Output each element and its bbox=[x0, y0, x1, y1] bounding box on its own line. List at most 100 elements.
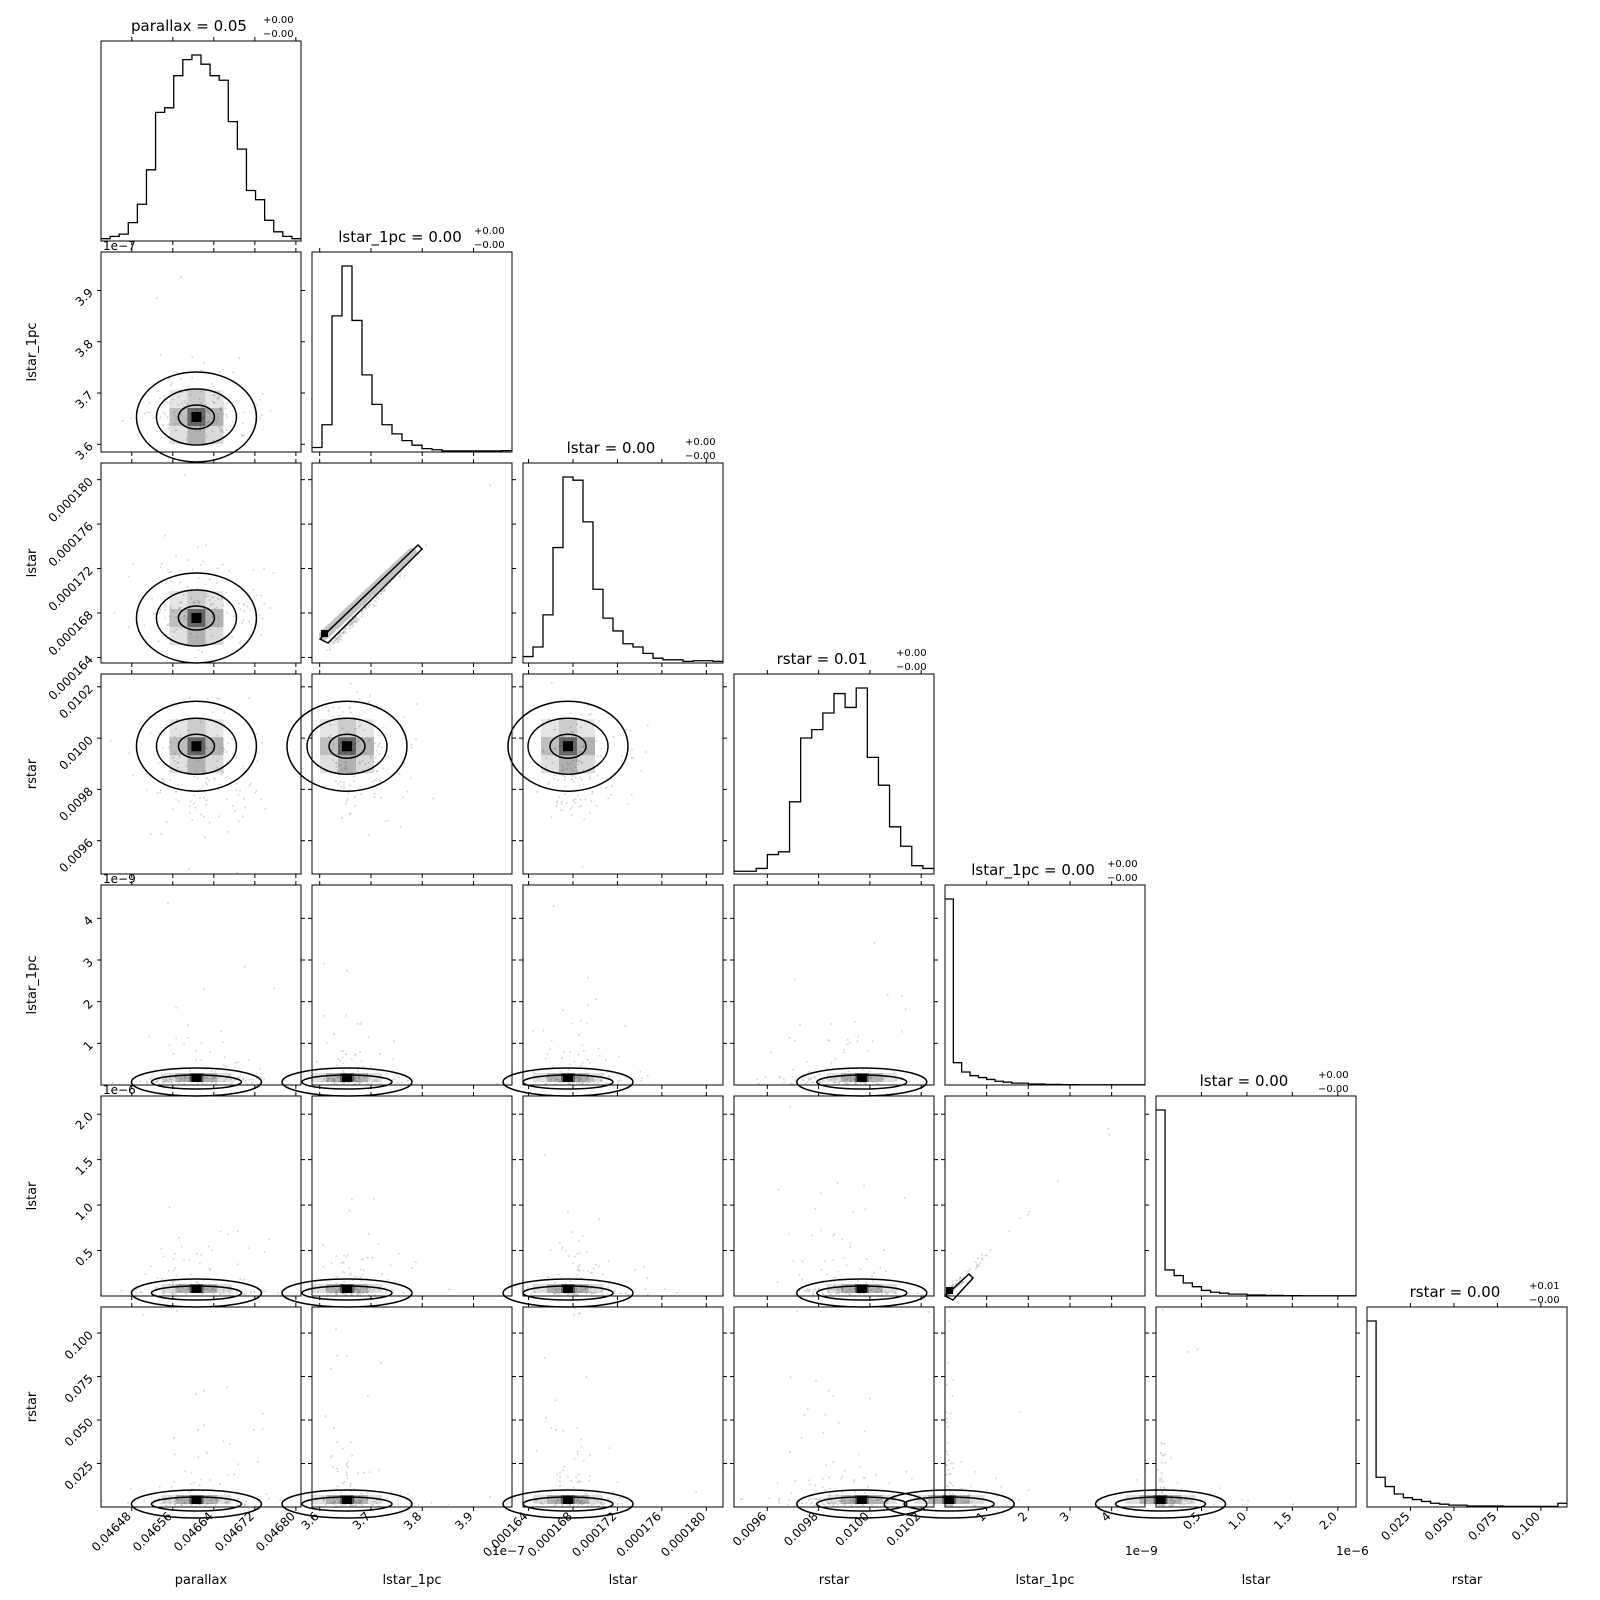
sample-point bbox=[854, 1491, 857, 1494]
sample-point bbox=[216, 581, 218, 584]
density-peak bbox=[342, 1285, 352, 1293]
sample-point bbox=[970, 1485, 973, 1488]
sample-point bbox=[803, 1076, 806, 1079]
sample-point bbox=[193, 802, 196, 805]
sample-point bbox=[253, 1291, 256, 1294]
sample-point bbox=[1181, 1488, 1184, 1491]
sample-point bbox=[862, 1292, 865, 1295]
sample-point bbox=[377, 1242, 380, 1245]
density-cell bbox=[203, 1495, 218, 1504]
sample-point bbox=[358, 761, 361, 763]
sample-point bbox=[559, 1485, 561, 1487]
sample-point bbox=[178, 755, 181, 758]
sample-point bbox=[901, 994, 904, 997]
sample-point bbox=[164, 609, 166, 611]
sample-point bbox=[162, 1081, 164, 1084]
sample-point bbox=[565, 767, 568, 770]
y-tick-label: 2.0 bbox=[73, 1109, 96, 1132]
sample-point bbox=[189, 1483, 192, 1486]
sample-point bbox=[350, 755, 353, 758]
sample-point bbox=[205, 592, 208, 595]
panel-6-1 bbox=[281, 1303, 516, 1519]
sample-point bbox=[175, 727, 177, 730]
sample-point bbox=[158, 1485, 161, 1488]
sample-point bbox=[873, 1271, 876, 1274]
sample-point bbox=[185, 1077, 188, 1079]
sample-point bbox=[561, 808, 564, 811]
sample-point bbox=[182, 405, 185, 408]
density-cell bbox=[326, 1073, 340, 1082]
sample-point bbox=[252, 568, 255, 571]
sample-point bbox=[386, 756, 389, 758]
sample-point bbox=[225, 591, 228, 594]
sample-point bbox=[167, 1080, 170, 1083]
sample-point bbox=[533, 1291, 536, 1294]
x-tick-label: 4 bbox=[1098, 1509, 1113, 1524]
sample-point bbox=[976, 1257, 979, 1260]
sample-point bbox=[179, 1290, 182, 1293]
sample-point bbox=[392, 1040, 395, 1043]
sample-point bbox=[171, 398, 174, 401]
sample-point bbox=[803, 1289, 806, 1292]
sample-point bbox=[372, 760, 375, 763]
sample-point bbox=[337, 782, 340, 785]
sample-point bbox=[575, 1426, 578, 1429]
sample-point bbox=[367, 606, 370, 608]
sample-point bbox=[624, 1292, 627, 1295]
sample-point bbox=[576, 757, 579, 760]
sample-point bbox=[576, 1453, 579, 1456]
sample-point bbox=[390, 1288, 393, 1291]
sample-point bbox=[204, 595, 207, 598]
sample-point bbox=[951, 1492, 954, 1495]
sample-point bbox=[570, 730, 573, 733]
sample-point bbox=[245, 1082, 248, 1085]
sample-point bbox=[344, 761, 347, 764]
sample-point bbox=[217, 416, 220, 419]
panel-5-5: lstar = 0.00 +0.00−0.00 bbox=[1155, 1070, 1357, 1300]
sample-point bbox=[258, 614, 261, 617]
sample-point bbox=[339, 785, 342, 788]
panel-1-1: lstar_1pc = 0.00 +0.00−0.00 bbox=[311, 226, 513, 456]
sample-point bbox=[177, 783, 180, 786]
sample-point bbox=[268, 1238, 271, 1241]
sample-point bbox=[206, 421, 209, 424]
panel-frame bbox=[100, 40, 302, 242]
sample-point bbox=[199, 425, 202, 428]
sample-point bbox=[979, 1261, 982, 1264]
sample-point bbox=[1179, 1503, 1182, 1506]
sample-point bbox=[575, 760, 578, 763]
sample-point bbox=[225, 1065, 228, 1068]
sample-point bbox=[207, 409, 210, 412]
sample-point bbox=[218, 815, 221, 818]
sample-point bbox=[843, 1469, 846, 1472]
density-cell bbox=[368, 1073, 382, 1082]
sample-point bbox=[588, 714, 591, 716]
sample-point bbox=[588, 775, 591, 778]
sample-point bbox=[139, 1291, 142, 1294]
sample-point bbox=[168, 402, 171, 405]
sample-point bbox=[235, 782, 238, 785]
sample-point bbox=[885, 1270, 887, 1273]
sample-point bbox=[588, 811, 591, 814]
sample-point bbox=[823, 1503, 826, 1506]
x-tick-label: 3.7 bbox=[350, 1509, 373, 1532]
sample-point bbox=[269, 409, 272, 412]
sample-point bbox=[869, 1075, 872, 1078]
sample-point bbox=[194, 1049, 197, 1052]
sample-point bbox=[369, 1065, 372, 1068]
sample-point bbox=[185, 617, 188, 620]
sample-point bbox=[1172, 1503, 1174, 1506]
sample-point bbox=[530, 1293, 533, 1295]
sample-point bbox=[172, 1052, 175, 1055]
sample-point bbox=[789, 1082, 792, 1085]
sample-point bbox=[845, 1264, 848, 1267]
sample-point bbox=[200, 390, 202, 393]
sample-point bbox=[976, 1263, 979, 1266]
sample-point bbox=[175, 429, 178, 432]
sample-point bbox=[570, 774, 573, 777]
sample-point bbox=[384, 588, 387, 591]
sample-point bbox=[188, 1258, 191, 1261]
sample-point bbox=[810, 1076, 813, 1079]
sample-point bbox=[148, 401, 151, 404]
sample-point bbox=[579, 1082, 581, 1085]
